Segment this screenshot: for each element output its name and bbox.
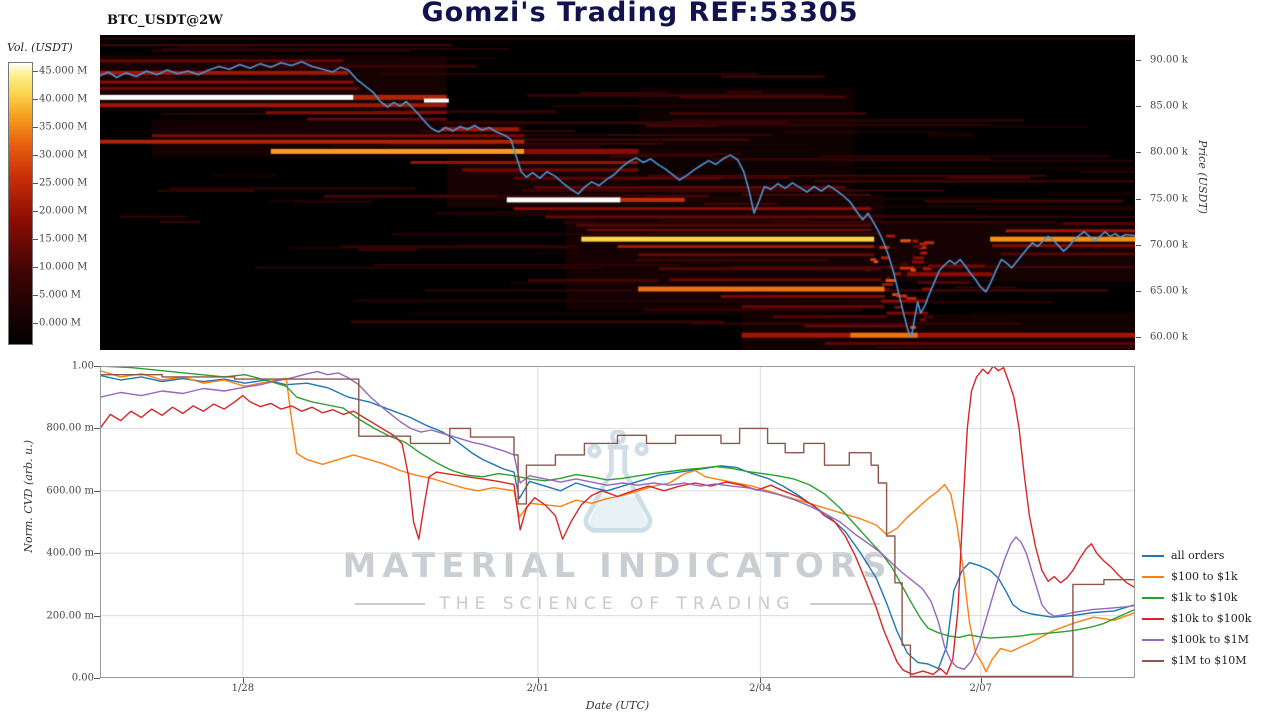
symbol-label: BTC_USDT@2W <box>107 13 223 28</box>
colorbar-tick-label: 0.000 M <box>39 317 82 329</box>
cvd-y-tick-label: 200.00 m <box>46 610 94 622</box>
cvd-y-tick-mark <box>94 428 100 430</box>
price-tick-label: 60.00 k <box>1150 331 1188 343</box>
legend-line-sample <box>1142 617 1164 620</box>
cvd-y-tick-label: 0.00 <box>71 672 94 684</box>
price-tick-label: 65.00 k <box>1150 285 1188 297</box>
cvd-y-tick-mark <box>94 615 100 617</box>
colorbar-tick-label: 20.000 M <box>39 205 88 217</box>
price-tick-mark <box>1136 59 1141 61</box>
legend-line-sample <box>1142 659 1164 662</box>
cvd-x-tick-mark <box>537 678 539 683</box>
cvd-y-tick-mark <box>94 490 100 492</box>
colorbar-tick-mark <box>33 211 38 212</box>
cvd-y-tick-mark <box>94 678 100 679</box>
legend-item: $100 to $1k <box>1142 566 1251 587</box>
colorbar-tick-label: 5.000 M <box>39 289 82 301</box>
colorbar-tick-label: 35.000 M <box>39 121 88 133</box>
cvd-y-tick-label: 1.00 <box>71 360 94 372</box>
colorbar-tick-mark <box>33 295 38 296</box>
colorbar-tick-mark <box>33 183 38 184</box>
legend-item: $100k to $1M <box>1142 629 1251 650</box>
colorbar-tick-mark <box>33 99 38 100</box>
legend-label: $1M to $10M <box>1171 654 1247 667</box>
price-tick-mark <box>1136 244 1141 246</box>
cvd-y-tick-mark <box>94 553 100 555</box>
cvd-y-tick-label: 800.00 m <box>46 422 94 434</box>
price-tick-mark <box>1136 337 1141 339</box>
colorbar-tick-label: 15.000 M <box>39 233 88 245</box>
cvd-y-tick-mark <box>94 366 100 367</box>
colorbar-title: Vol. (USDT) <box>7 41 73 54</box>
cvd-series--1m-to-10m <box>100 373 1135 678</box>
cvd-x-tick-label: 1/28 <box>231 683 255 694</box>
cvd-series--100-to-1k <box>100 369 1135 673</box>
legend-item: $1M to $10M <box>1142 650 1251 671</box>
price-axis-title: Price (USDT) <box>1196 140 1209 214</box>
price-tick-mark <box>1136 198 1141 200</box>
page-title: Gomzi's Trading REF:53305 <box>421 0 859 28</box>
liquidity-heatmap-canvas <box>100 35 1135 350</box>
cvd-series--10k-to-100k <box>100 366 1135 675</box>
colorbar-tick-mark <box>33 267 38 268</box>
price-tick-mark <box>1136 290 1141 292</box>
legend-label: $10k to $100k <box>1171 612 1252 625</box>
price-tick-label: 90.00 k <box>1150 54 1188 66</box>
cvd-x-tick-label: 2/01 <box>526 683 550 694</box>
colorbar-tick-label: 10.000 M <box>39 261 88 273</box>
cvd-y-tick-label: 600.00 m <box>46 485 94 497</box>
price-tick-label: 75.00 k <box>1150 193 1188 204</box>
cvd-series--100k-to-1m <box>100 370 1135 670</box>
cvd-plot-frame <box>100 366 1135 678</box>
cvd-series-all-orders <box>100 374 1135 670</box>
cvd-chart <box>100 366 1135 678</box>
date-axis-title: Date (UTC) <box>585 699 650 712</box>
cvd-x-tick-mark <box>980 678 982 683</box>
colorbar-tick-label: 30.000 M <box>39 149 88 161</box>
cvd-y-tick-label: 400.00 m <box>46 547 94 559</box>
price-tick-mark <box>1136 152 1141 154</box>
legend-label: all orders <box>1171 549 1225 562</box>
colorbar-tick-mark <box>33 323 38 324</box>
cvd-x-tick-mark <box>760 678 762 683</box>
legend-label: $100k to $1M <box>1171 633 1249 646</box>
price-tick-mark <box>1136 106 1141 108</box>
legend-line-sample <box>1142 638 1164 641</box>
cvd-series--1k-to-10k <box>100 366 1135 639</box>
legend: all orders $100 to $1k $1k to $10k $10k to … <box>1142 545 1251 671</box>
legend-label: $100 to $1k <box>1171 570 1238 583</box>
price-tick-label: 85.00 k <box>1150 100 1188 112</box>
colorbar-tick-label: 45.000 M <box>39 65 88 77</box>
legend-line-sample <box>1142 596 1164 599</box>
volume-colorbar <box>8 62 33 345</box>
legend-item: all orders <box>1142 545 1251 566</box>
legend-item: $1k to $10k <box>1142 587 1251 608</box>
cvd-y-axis-title: Norm. CVD (arb. u.) <box>22 440 35 553</box>
legend-label: $1k to $10k <box>1171 591 1238 604</box>
colorbar-tick-mark <box>33 239 38 240</box>
colorbar-tick-mark <box>33 127 38 128</box>
colorbar-tick-mark <box>33 155 38 156</box>
legend-item: $10k to $100k <box>1142 608 1251 629</box>
price-tick-label: 70.00 k <box>1150 239 1188 251</box>
colorbar-tick-mark <box>33 71 38 72</box>
colorbar-tick-label: 25.000 M <box>39 177 88 189</box>
cvd-x-tick-mark <box>242 678 244 683</box>
cvd-x-tick-label: 2/04 <box>749 683 772 694</box>
legend-line-sample <box>1142 575 1164 578</box>
colorbar-tick-label: 40.000 M <box>39 93 88 105</box>
cvd-x-tick-label: 2/07 <box>969 683 993 694</box>
legend-line-sample <box>1142 554 1164 557</box>
price-tick-label: 80.00 k <box>1150 146 1188 158</box>
